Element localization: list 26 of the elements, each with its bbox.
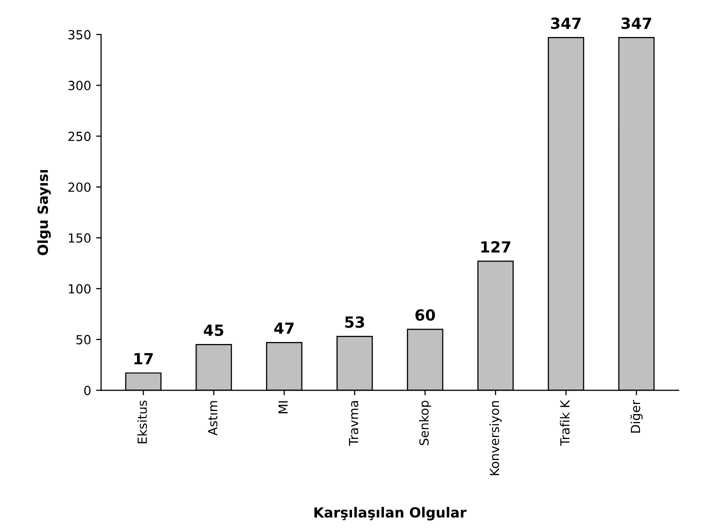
y-tick-label: 100: [68, 284, 91, 294]
x-tick-label: Trafik K: [560, 400, 570, 446]
y-tick-label: 0: [84, 386, 91, 396]
x-tick-label: Senkop: [419, 400, 432, 446]
data-label: 60: [415, 309, 435, 321]
x-tick-label: MI: [278, 401, 288, 414]
y-axis-title: Olgu Sayısı: [37, 170, 51, 256]
data-label: 127: [481, 241, 510, 252]
y-tick-label: 350: [68, 30, 91, 40]
data-label: 347: [621, 17, 652, 30]
y-tick-label: 300: [68, 80, 91, 90]
data-label: 17: [134, 353, 153, 364]
data-label: 347: [551, 17, 581, 30]
y-tick-label: 50: [76, 334, 91, 344]
x-tick-label: Diğer: [630, 400, 643, 433]
data-label: 47: [274, 322, 294, 334]
y-tick-label: 200: [68, 182, 91, 192]
x-tick-label: Konversiyon: [489, 401, 502, 476]
y-tick-label: 150: [68, 233, 91, 243]
data-label: 53: [345, 316, 364, 328]
x-axis-title: Karşılaşılan Olgular: [314, 506, 467, 520]
x-tick-label: Travma: [348, 401, 358, 446]
y-tick-label: 250: [68, 132, 91, 142]
x-tick-label: Astım: [208, 401, 218, 436]
data-label: 45: [204, 324, 224, 336]
x-tick-label: Eksitus: [137, 400, 147, 444]
